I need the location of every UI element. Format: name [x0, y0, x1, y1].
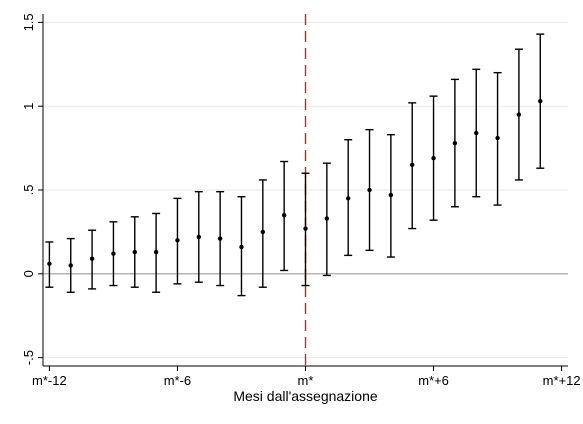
point-estimate: [516, 112, 522, 117]
point-estimate: [153, 249, 159, 255]
x-tick-label: m*+12: [543, 373, 581, 388]
point-estimate: [196, 234, 201, 240]
y-ticks: -.5 0 .5 1 1.5: [21, 13, 43, 365]
x-tick-label: m*: [298, 373, 314, 388]
point-estimate: [175, 238, 180, 243]
x-ticks: m*-12 m*-6 m* m*+6 m*+12: [32, 366, 581, 388]
point-estimate: [410, 162, 415, 168]
point-estimate: [111, 251, 116, 256]
point-estimate: [495, 135, 500, 141]
y-tick-label: 1.5: [21, 13, 36, 31]
y-tick-label: 1: [21, 103, 36, 110]
point-estimate: [538, 98, 543, 104]
point-estimate: [217, 236, 223, 241]
x-tick-label: m*+6: [418, 373, 449, 388]
point-estimate: [345, 196, 351, 201]
x-tick-label: m*-12: [32, 373, 67, 388]
point-estimate: [47, 261, 52, 266]
y-tick-label: -.5: [21, 350, 36, 365]
point-estimates: [47, 98, 543, 268]
point-estimate: [431, 155, 436, 161]
point-estimate: [260, 229, 266, 235]
point-estimate: [324, 216, 330, 221]
point-estimate: [474, 130, 479, 136]
y-tick-label: 0: [21, 270, 36, 277]
error-bars: [45, 33, 545, 297]
point-estimate: [303, 226, 308, 231]
y-tick-label: .5: [21, 185, 36, 196]
point-estimate: [452, 140, 458, 146]
point-estimate: [281, 212, 287, 218]
x-tick-label: m*-6: [164, 373, 191, 388]
point-estimate: [132, 249, 137, 255]
x-axis-title: Mesi dall'assegnazione: [233, 388, 378, 404]
point-estimate: [239, 244, 244, 250]
point-estimate: [68, 263, 73, 268]
point-estimate: [89, 256, 95, 261]
point-estimate: [367, 187, 372, 193]
point-estimate: [388, 192, 394, 198]
